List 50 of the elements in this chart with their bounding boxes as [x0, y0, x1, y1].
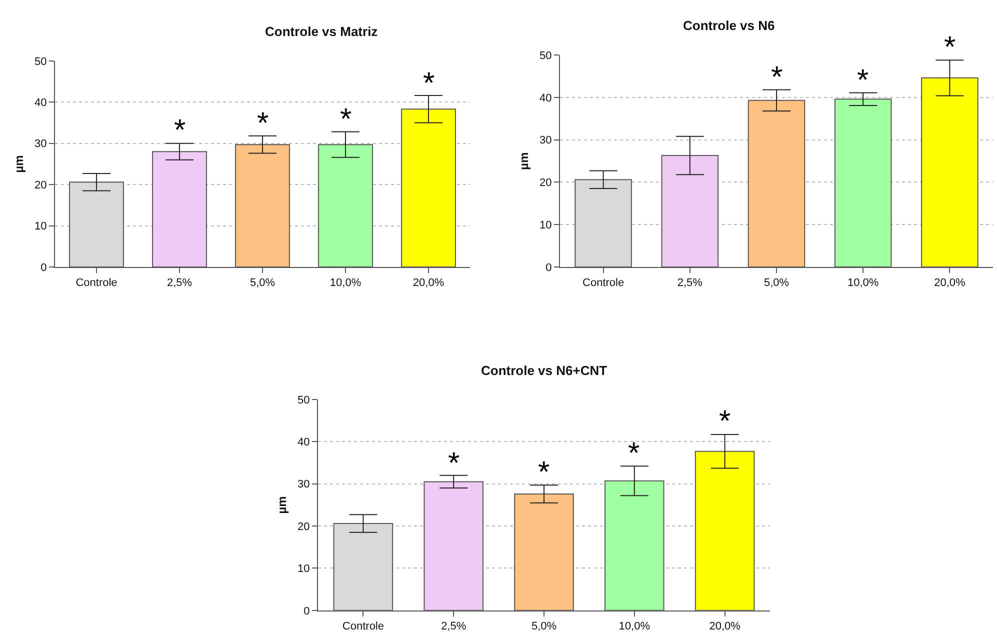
- y-tick-label: 20: [34, 179, 47, 192]
- y-tick-label: 30: [298, 478, 310, 491]
- annotation: *: [423, 67, 435, 100]
- y-tick-label: 10: [540, 219, 552, 232]
- x-tick-label: 2,5%: [677, 277, 703, 290]
- x-tick-label: Controle: [342, 620, 384, 633]
- x-tick-label: 20,0%: [709, 620, 741, 633]
- x-tick-label: 5,0%: [764, 277, 790, 290]
- y-tick-label: 20: [298, 520, 310, 533]
- x-tick-label: 5,0%: [531, 620, 557, 633]
- y-tick-label: 40: [34, 96, 47, 109]
- annotation: *: [628, 437, 640, 470]
- y-tick-label: 0: [546, 262, 552, 274]
- annotation: *: [174, 114, 186, 147]
- x-tick-label: 20,0%: [412, 277, 444, 290]
- x-tick-label: 10,0%: [848, 277, 879, 290]
- x-tick-label: 10,0%: [330, 277, 362, 290]
- x-tick-label: Controle: [76, 277, 118, 290]
- y-tick-label: 40: [298, 436, 310, 448]
- y-axis-title: µm: [12, 155, 26, 173]
- annotation: *: [538, 456, 550, 489]
- y-tick-label: 20: [540, 177, 552, 190]
- annotation: *: [857, 64, 869, 97]
- x-tick-label: 20,0%: [934, 277, 966, 290]
- y-tick-label: 50: [34, 56, 47, 68]
- annotation: *: [340, 103, 352, 136]
- y-tick-label: 30: [540, 134, 552, 147]
- annotation: *: [257, 107, 269, 140]
- y-tick-label: 0: [304, 605, 310, 618]
- annotation: *: [944, 31, 956, 64]
- y-tick-label: 30: [34, 138, 47, 150]
- x-tick-label: 2,5%: [166, 277, 192, 290]
- y-tick-label: 10: [298, 563, 310, 576]
- x-tick-label: Controle: [582, 277, 624, 290]
- chart-title: Controle vs N6: [683, 18, 775, 33]
- x-tick-label: 5,0%: [250, 277, 276, 290]
- y-tick-label: 50: [298, 394, 310, 406]
- y-tick-label: 0: [40, 262, 47, 274]
- y-axis-title: µm: [516, 152, 531, 170]
- annotation: *: [719, 405, 731, 438]
- x-tick-label: 2,5%: [441, 620, 466, 633]
- annotation: *: [771, 61, 783, 94]
- y-tick-label: 40: [540, 92, 552, 104]
- chart-title: Controle vs Matriz: [265, 24, 378, 39]
- chart-title: Controle vs N6+CNT: [481, 363, 608, 378]
- x-tick-label: 10,0%: [618, 620, 650, 633]
- y-axis-title: µm: [274, 496, 289, 514]
- y-tick-label: 50: [540, 50, 552, 62]
- annotation: *: [448, 447, 460, 480]
- y-tick-label: 10: [34, 220, 47, 233]
